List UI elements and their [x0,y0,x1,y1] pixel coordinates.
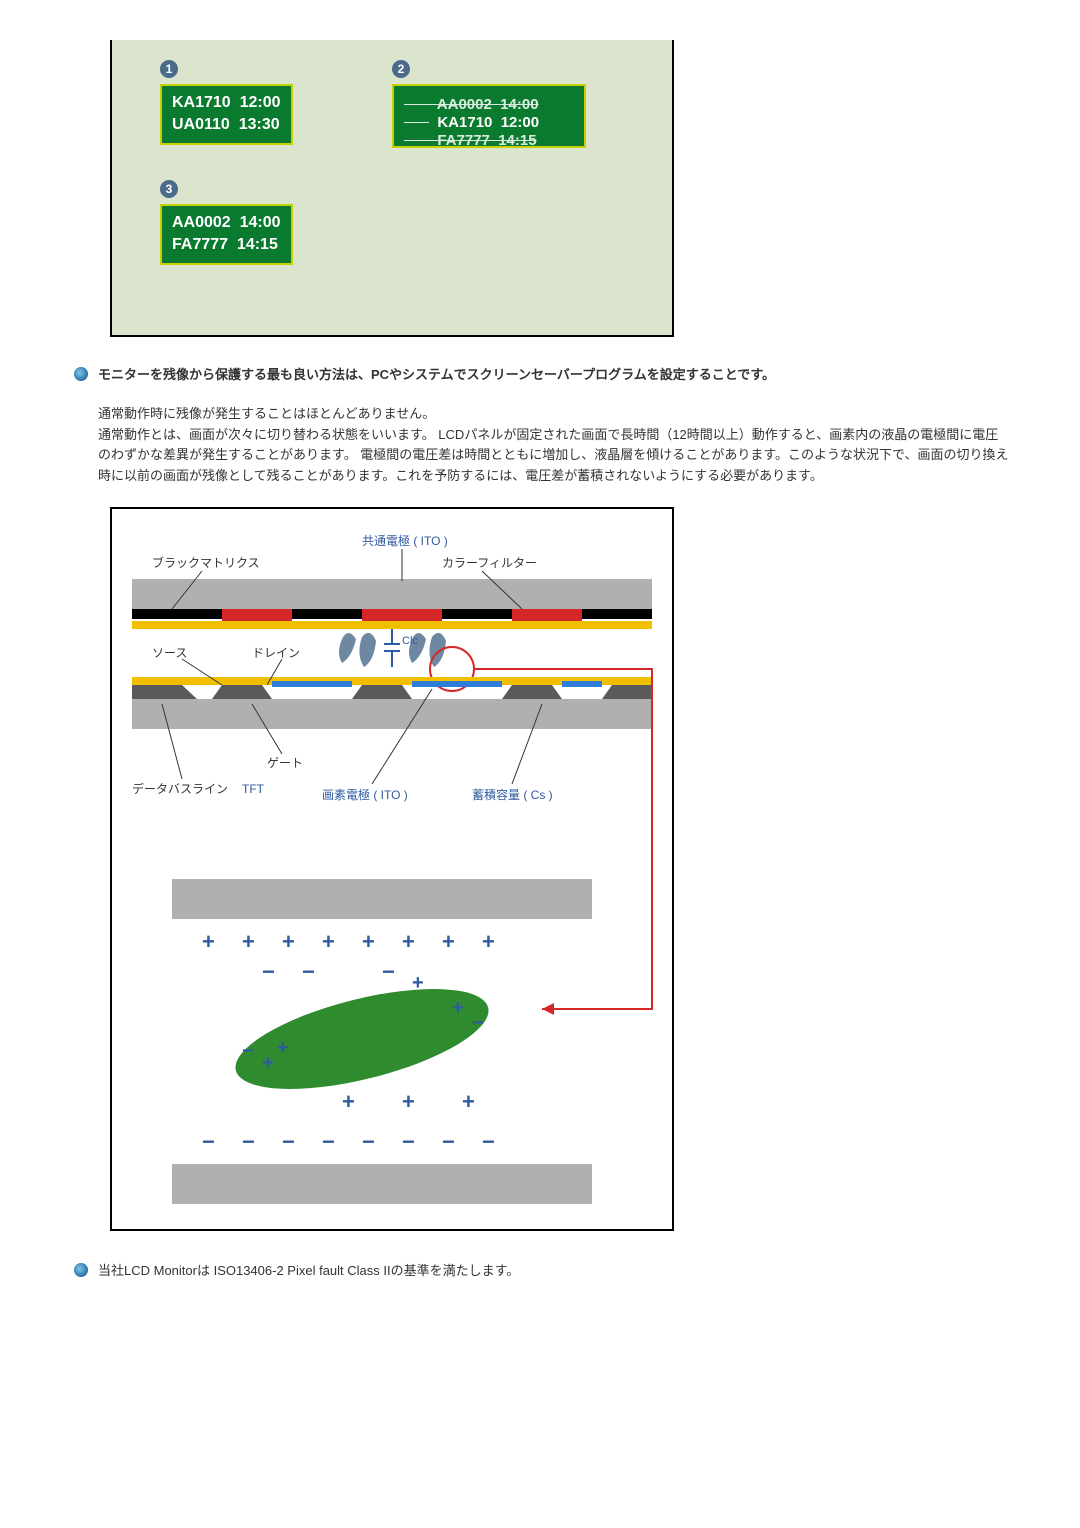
bullet1-paragraph: 通常動作時に残像が発生することはほとんどありません。 通常動作とは、画面が次々に… [98,404,1010,487]
svg-text:−: − [242,1129,255,1154]
svg-text:−: − [302,959,315,984]
label-pixel-electrode: 画素電極 ( ITO ) [322,787,408,802]
label-drain: ドレイン [252,646,300,660]
panel-2-scrolling: AA0002 14:00 KA1710 12:00 FA7777 14:15 U… [392,84,586,148]
svg-text:−: − [362,1129,375,1154]
svg-text:+: + [482,929,495,954]
svg-text:+: + [412,972,424,994]
svg-text:−: − [472,1012,484,1034]
cross-section-top: Clc [132,579,652,729]
svg-text:−: − [242,1040,254,1062]
svg-text:−: − [482,1129,495,1154]
label-tft: TFT [242,782,265,796]
panel1-line1: KA1710 12:00 [172,92,281,114]
badge-3: 3 [160,180,178,198]
svg-text:+: + [402,1089,415,1114]
svg-text:+: + [262,1052,274,1074]
svg-text:+: + [202,929,215,954]
svg-text:+: + [452,997,464,1019]
bullet-2: 当社LCD Monitorは ISO13406-2 Pixel fault Cl… [70,1261,1010,1282]
label-black-matrix: ブラックマトリクス [152,555,260,570]
bullet2-text: 当社LCD Monitorは ISO13406-2 Pixel fault Cl… [98,1261,1010,1282]
label-data-bus: データバスライン [132,781,228,796]
svg-text:−: − [202,1129,215,1154]
svg-text:+: + [362,929,375,954]
svg-text:−: − [402,1129,415,1154]
svg-text:−: − [282,1129,295,1154]
svg-text:+: + [242,929,255,954]
panel1-line2: UA0110 13:30 [172,114,281,136]
lc-voltage-diagram: + + + + + + + + − − − [172,879,592,1204]
label-color-filter: カラーフィルター [442,556,537,570]
label-storage-cap: 蓄積容量 ( Cs ) [472,787,553,802]
label-clc: Clc [402,635,418,647]
panel3-line1: AA0002 14:00 [172,212,281,234]
svg-text:−: − [382,959,395,984]
svg-text:+: + [342,1089,355,1114]
badge-2: 2 [392,60,410,78]
svg-text:−: − [262,959,275,984]
svg-text:+: + [442,929,455,954]
bullet-icon [74,1263,88,1277]
svg-text:+: + [322,929,335,954]
bullet-icon [74,367,88,381]
svg-text:+: + [277,1037,289,1059]
bullet1-bold: モニターを残像から保護する最も良い方法は、PCやシステムでスクリーンセーバープロ… [98,365,1010,386]
bullet-1: モニターを残像から保護する最も良い方法は、PCやシステムでスクリーンセーバープロ… [70,365,1010,487]
figure-lcd-cross-section: Clc [110,507,674,1231]
label-source: ソース [152,646,187,660]
svg-text:+: + [282,929,295,954]
label-gate: ゲート [267,756,303,770]
svg-text:+: + [402,929,415,954]
figure-scrolling-screens: 1 KA1710 12:00 UA0110 13:30 2 AA0002 14:… [110,40,674,337]
badge-1: 1 [160,60,178,78]
panel3-line2: FA7777 14:15 [172,234,281,256]
svg-text:+: + [462,1089,475,1114]
svg-text:−: − [442,1129,455,1154]
panel-3: AA0002 14:00 FA7777 14:15 [160,204,293,265]
panel-1: KA1710 12:00 UA0110 13:30 [160,84,293,145]
label-common-electrode: 共通電極 ( ITO ) [362,533,448,548]
svg-text:−: − [322,1129,335,1154]
